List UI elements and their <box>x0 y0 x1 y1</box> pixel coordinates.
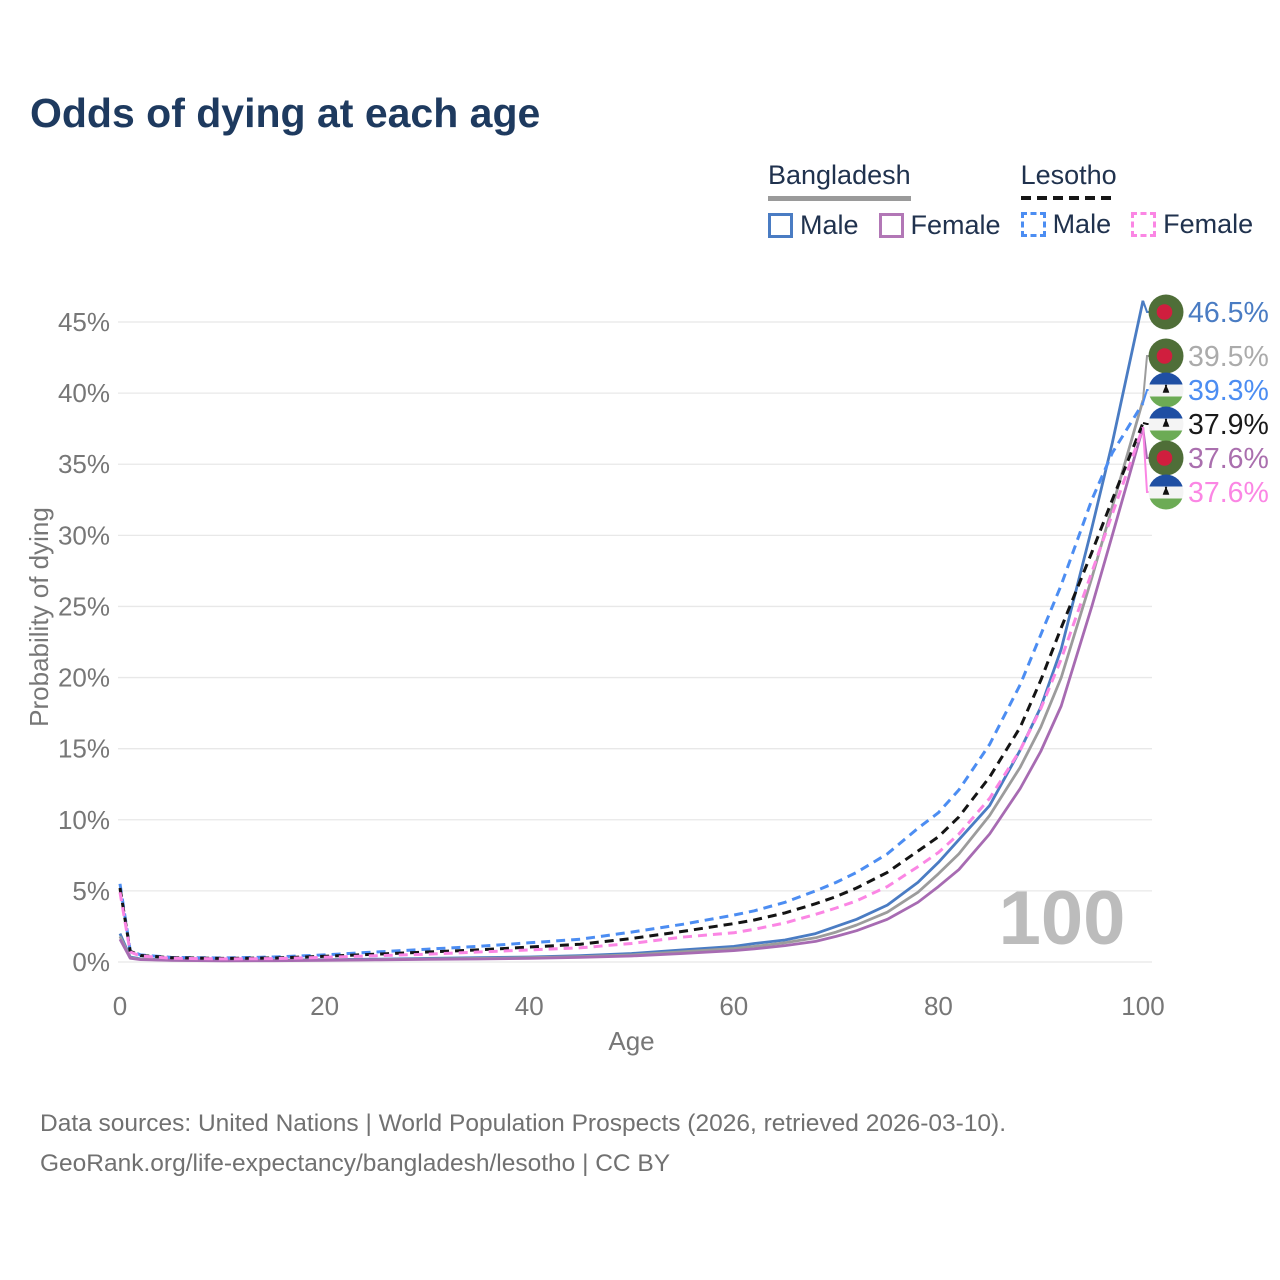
y-axis-title: Probability of dying <box>24 507 54 727</box>
x-axis-title: Age <box>608 1026 654 1056</box>
end-value-label: 39.5% <box>1188 341 1269 373</box>
legend: Bangladesh Male Female Lesotho <box>768 160 1253 241</box>
end-value-label: 39.3% <box>1188 375 1269 407</box>
legend-group-lesotho: Lesotho Male Female <box>1020 160 1253 241</box>
x-tick-label: 20 <box>310 991 339 1021</box>
legend-item-label: Male <box>1052 209 1112 239</box>
male-checkbox[interactable] <box>768 213 793 238</box>
callout-leader-line <box>1142 422 1149 425</box>
end-value-label: 37.6% <box>1188 477 1269 509</box>
y-tick-label: 25% <box>58 591 110 621</box>
end-value-label: 37.6% <box>1188 443 1269 475</box>
callout-leader-line <box>1142 389 1149 404</box>
series-line-bangladesh <box>118 399 1145 962</box>
series-line-bangladesh-female <box>118 426 1145 963</box>
series-line-lesotho-male <box>118 402 1145 960</box>
legend-item-label: Male <box>800 210 859 240</box>
legend-item-bangladesh-male[interactable]: Male <box>768 210 859 241</box>
legend-group-bangladesh: Bangladesh Male Female <box>768 160 1001 241</box>
legend-country-bangladesh[interactable]: Bangladesh <box>768 160 911 201</box>
y-tick-label: 45% <box>58 307 110 337</box>
legend-item-lesotho-male[interactable]: Male <box>1020 209 1112 240</box>
y-tick-label: 40% <box>58 378 110 408</box>
legend-item-label: Female <box>1163 209 1254 239</box>
female-checkbox[interactable] <box>1131 212 1157 237</box>
legend-item-label: Female <box>910 210 1001 240</box>
x-tick-label: 0 <box>113 991 127 1021</box>
bangladesh-solid-underline <box>768 196 911 201</box>
y-tick-label: 0% <box>72 947 110 977</box>
lesotho-flag-icon <box>1148 406 1184 442</box>
footer: Data sources: United Nations | World Pop… <box>40 1104 1006 1184</box>
lesotho-flag-icon <box>1148 372 1184 408</box>
series-line-lesotho <box>118 422 1145 960</box>
legend-items-bangladesh: Male Female <box>768 210 1001 241</box>
series-line-lesotho-female <box>118 426 1145 961</box>
legend-country-label: Lesotho <box>1020 160 1117 190</box>
y-tick-label: 35% <box>58 449 110 479</box>
bangladesh-flag-icon <box>1148 440 1184 476</box>
age-watermark: 100 <box>999 876 1126 961</box>
bangladesh-flag-icon <box>1148 294 1184 330</box>
y-tick-label: 5% <box>72 876 110 906</box>
y-tick-label: 20% <box>58 663 110 693</box>
x-tick-label: 60 <box>719 991 748 1021</box>
data-sources-line: Data sources: United Nations | World Pop… <box>40 1110 1007 1137</box>
x-tick-label: 80 <box>924 991 953 1021</box>
y-tick-label: 10% <box>58 805 110 835</box>
x-tick-label: 100 <box>1121 991 1164 1021</box>
male-checkbox[interactable] <box>1020 212 1046 237</box>
female-checkbox[interactable] <box>878 213 904 238</box>
legend-item-lesotho-female[interactable]: Female <box>1131 209 1253 240</box>
series-line-bangladesh-male <box>118 300 1145 962</box>
end-value-label: 37.9% <box>1188 409 1269 441</box>
callout-leader-line <box>1142 355 1149 401</box>
callout-leader-line <box>1142 427 1149 493</box>
end-value-label: 46.5% <box>1188 297 1269 329</box>
y-tick-label: 15% <box>58 734 110 764</box>
legend-country-label: Bangladesh <box>768 160 911 190</box>
page-title: Odds of dying at each age <box>30 90 541 136</box>
callout-leader-line <box>1142 300 1149 313</box>
x-tick-label: 40 <box>515 991 544 1021</box>
legend-items-lesotho: Male Female <box>1020 209 1253 240</box>
lesotho-dashed-underline <box>1020 196 1117 200</box>
legend-item-bangladesh-female[interactable]: Female <box>878 210 1001 241</box>
bangladesh-flag-icon <box>1148 338 1184 374</box>
legend-country-lesotho[interactable]: Lesotho <box>1020 160 1117 200</box>
lesotho-flag-icon <box>1148 474 1184 510</box>
y-tick-label: 30% <box>58 520 110 550</box>
attribution-line: GeoRank.org/life-expectancy/bangladesh/l… <box>40 1150 671 1178</box>
